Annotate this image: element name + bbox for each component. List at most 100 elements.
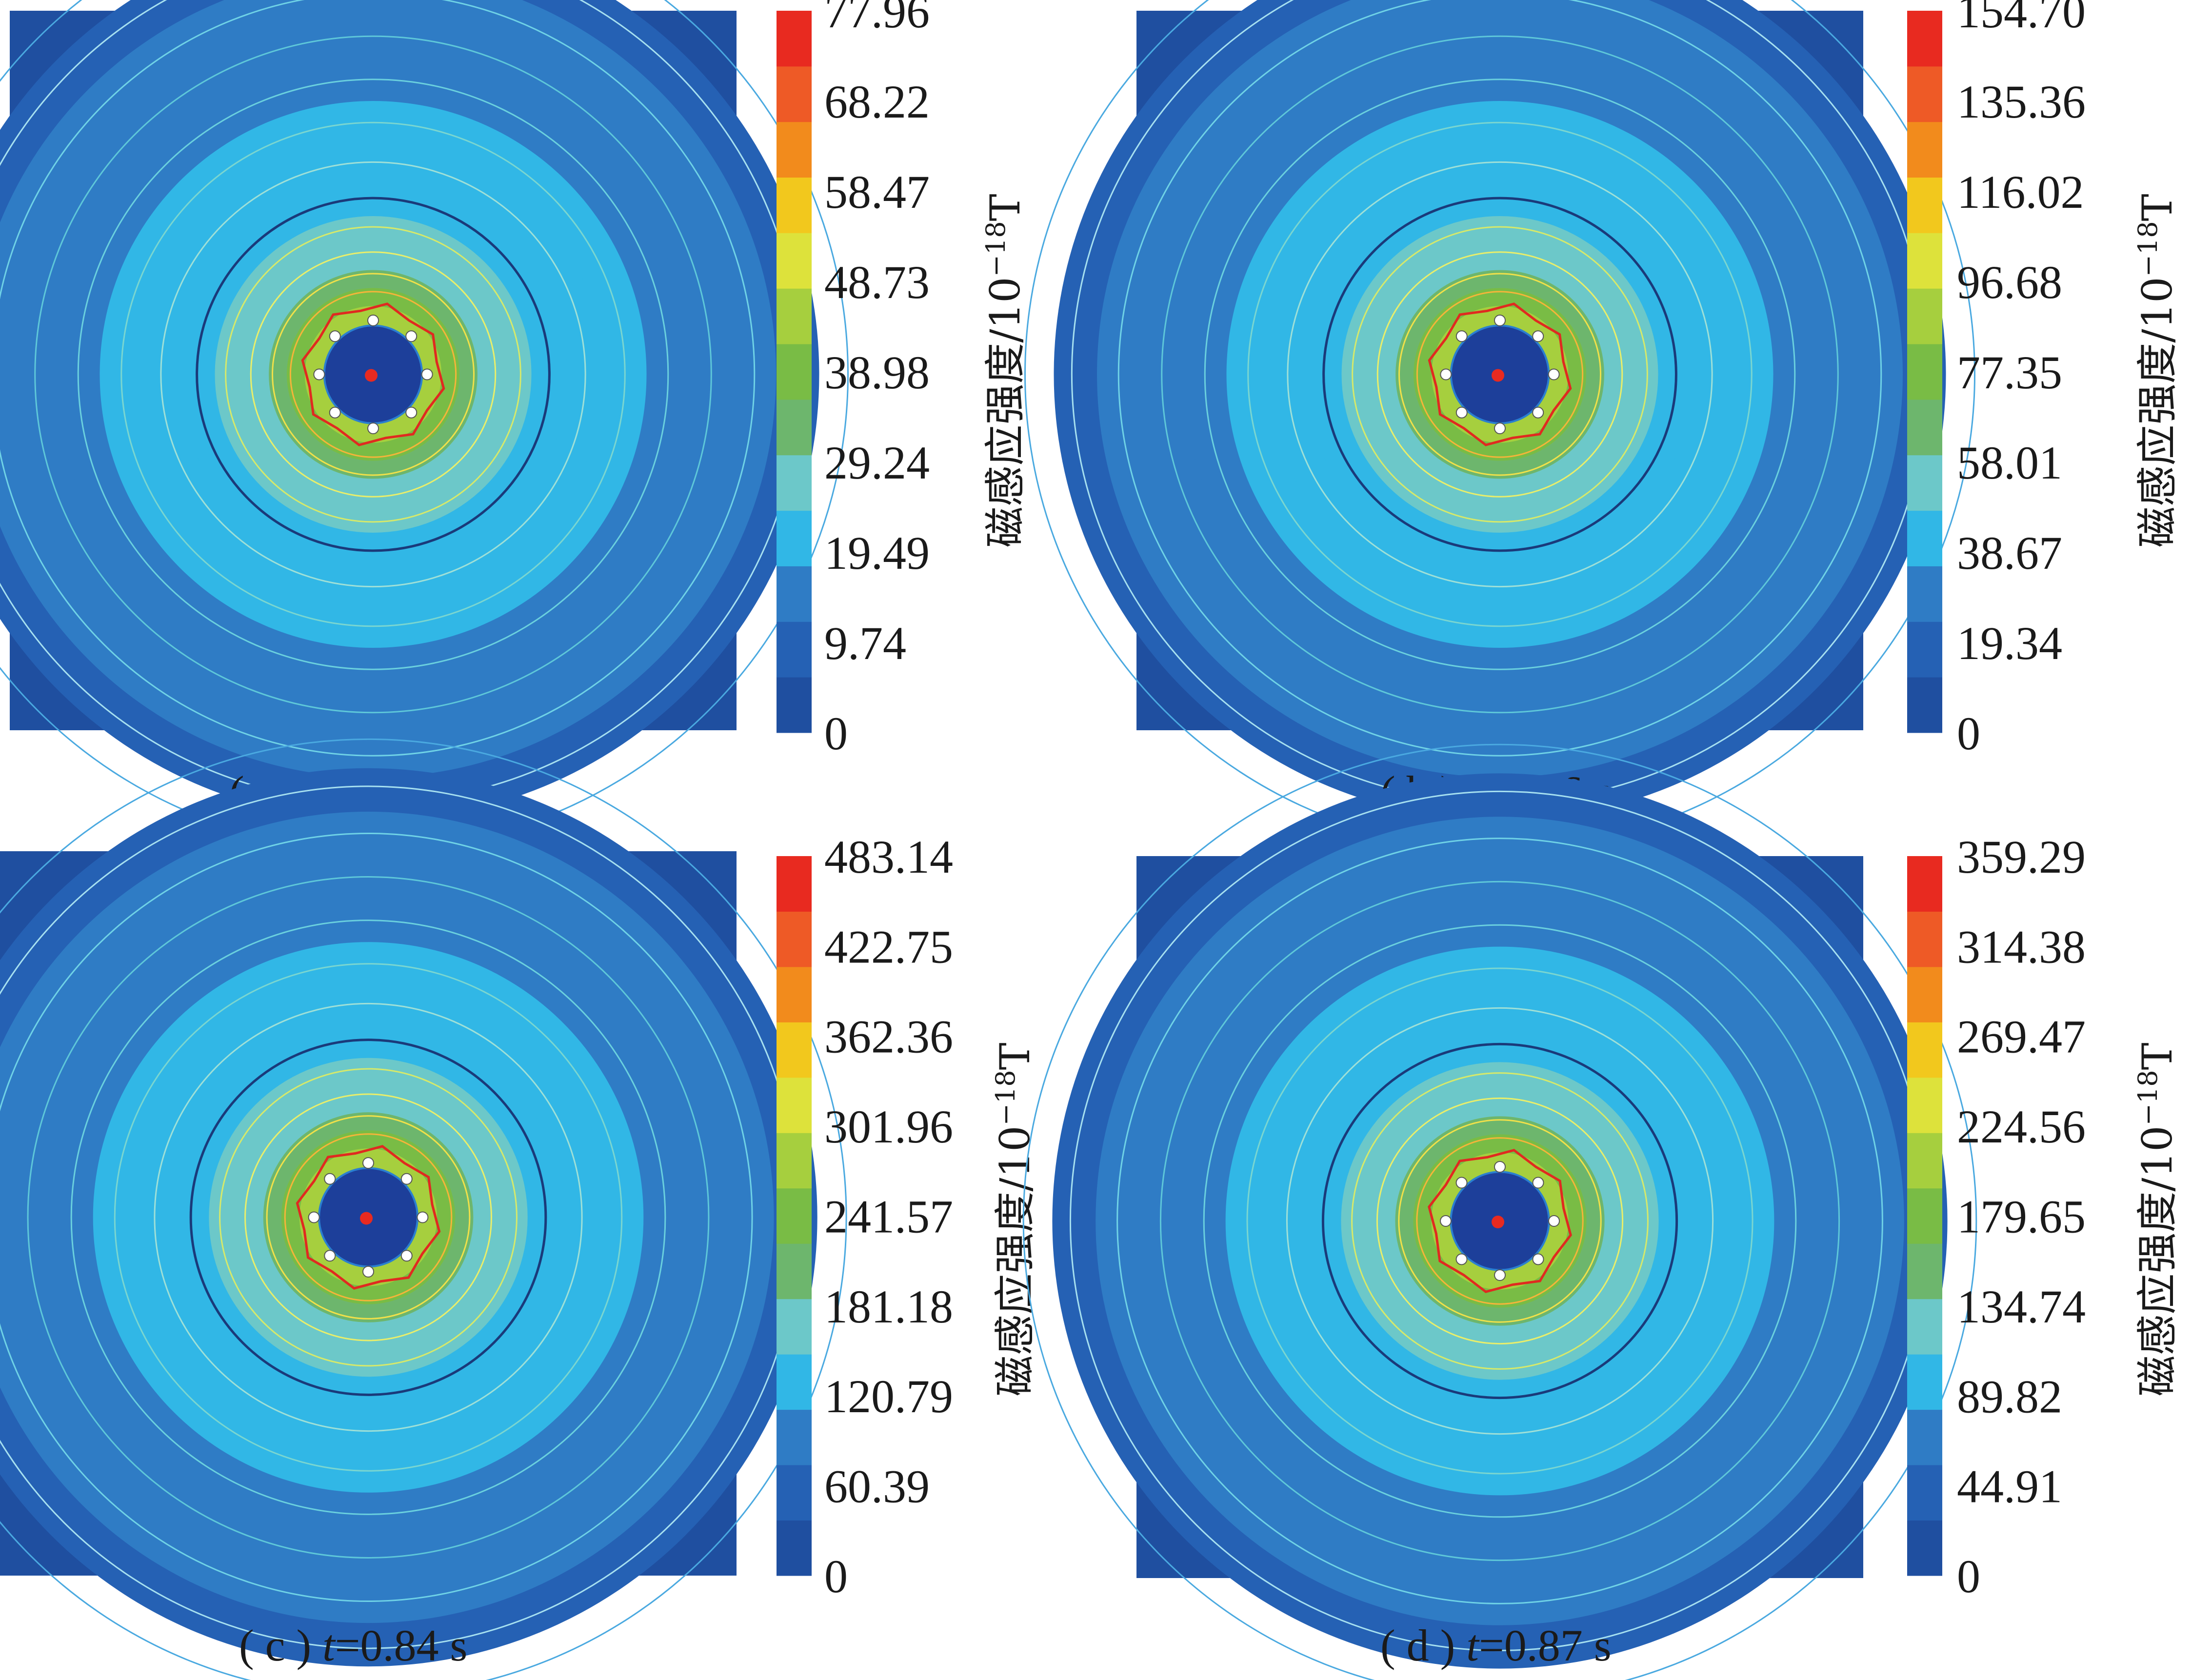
field-ring xyxy=(0,812,774,1623)
caption-d: ( d ) t=0.87 s xyxy=(1380,1620,1612,1671)
contour-line xyxy=(250,251,497,498)
field-ring xyxy=(1182,903,1818,1539)
field-ring xyxy=(304,306,442,443)
field-ring xyxy=(143,144,603,605)
conductor-hole xyxy=(405,330,418,342)
colorbar-segment xyxy=(1907,1299,1942,1355)
contour-line xyxy=(1117,0,1882,757)
field-ring xyxy=(269,270,478,479)
colorbar-tick-label: 301.96 xyxy=(824,1100,953,1153)
colorbar-tick-label: 154.70 xyxy=(1957,0,2086,38)
contour-line xyxy=(1321,1042,1678,1400)
contour-line xyxy=(284,1133,453,1301)
caption-c-prefix: ( c ) xyxy=(239,1620,323,1670)
colorbar-tick-label: 48.73 xyxy=(824,256,930,308)
field-ring xyxy=(1370,1091,1630,1351)
core-region xyxy=(1451,325,1549,423)
colorbar-segment xyxy=(1907,177,1942,233)
colorbar-tick-label: 0 xyxy=(824,1550,848,1602)
colorbar-tick-label: 241.57 xyxy=(824,1191,953,1243)
contour-line xyxy=(1351,1072,1649,1370)
conductor-contour xyxy=(1428,1149,1572,1293)
colorbar-tick-label: 181.18 xyxy=(824,1280,953,1333)
colorbar-tick-label: 120.79 xyxy=(824,1370,953,1422)
contour-line xyxy=(114,963,623,1472)
contour-line xyxy=(70,920,666,1515)
contour-line xyxy=(120,121,626,627)
caption-a-value: =0.45 s xyxy=(325,767,458,817)
colorbar-segment xyxy=(777,911,812,967)
colorbar-segment xyxy=(777,510,812,566)
conductor-contour xyxy=(301,302,445,446)
conductor-hole xyxy=(1548,368,1560,380)
caption-b-value: =0.76 s xyxy=(1478,767,1612,817)
contour-line xyxy=(225,226,521,523)
field-ring xyxy=(1414,288,1586,461)
conductor-hole xyxy=(405,406,418,419)
field-ring xyxy=(6,855,731,1580)
colorbar-segment xyxy=(777,1133,812,1189)
colorbar-tick-label: 38.67 xyxy=(1957,527,2062,579)
conductor-hole xyxy=(1532,1253,1544,1265)
field-ring xyxy=(263,1112,474,1322)
colorbar-tick-label: 44.91 xyxy=(1957,1460,2062,1513)
colorbar-segment xyxy=(1907,1133,1942,1189)
conductor-hole xyxy=(367,314,379,326)
core-region xyxy=(324,325,422,423)
field-ring xyxy=(1341,1062,1659,1380)
field-ring xyxy=(299,1148,438,1286)
colorbar-segment xyxy=(1907,11,1942,67)
colorbar-segment xyxy=(1907,66,1942,122)
colorbar-segment xyxy=(1907,121,1942,178)
conductor-hole xyxy=(1455,1177,1468,1189)
colorbar-tick-label: 77.96 xyxy=(824,0,930,38)
contour-line xyxy=(0,0,802,803)
caption-b-var: t xyxy=(1466,767,1479,817)
colorbar-segment xyxy=(777,66,812,122)
contour-line xyxy=(1024,0,1975,850)
field-ring xyxy=(1431,1152,1569,1290)
core-region xyxy=(319,1168,418,1267)
core-region xyxy=(1451,1172,1549,1270)
conductor-hole xyxy=(1440,1215,1452,1227)
colorbar-segment xyxy=(1907,621,1942,678)
colorbar-segment xyxy=(777,1465,812,1521)
colorbar-tick-label: 224.56 xyxy=(1957,1100,2086,1153)
contour-line xyxy=(0,0,849,850)
conductor-hole xyxy=(313,368,325,380)
colorbar-segment xyxy=(1907,677,1942,733)
colorbar-segment xyxy=(1907,344,1942,400)
colorbar-segment xyxy=(1907,455,1942,511)
contour-line xyxy=(196,197,551,552)
colorbar-segment xyxy=(1907,856,1942,912)
colorbar-tick-label: 0 xyxy=(824,707,848,760)
source-point xyxy=(360,1212,373,1225)
colorbar-tick-label: 179.65 xyxy=(1957,1190,2086,1242)
contour-line xyxy=(1071,0,1929,803)
field-ring xyxy=(100,101,647,648)
colorbar-unit-label: 磁感应强度/10−18T xyxy=(980,194,1029,547)
colorbar-tick-label: 29.24 xyxy=(824,437,930,489)
conductor-hole xyxy=(1455,1253,1468,1265)
colorbar-segment xyxy=(777,1520,812,1576)
field-ring xyxy=(1305,1026,1695,1416)
caption-c-var: t xyxy=(322,1620,335,1670)
conductor-hole xyxy=(1532,406,1544,419)
colorbar-tick-label: 38.98 xyxy=(824,346,930,399)
field-ring xyxy=(281,1130,456,1304)
colorbar-tick-label: 483.14 xyxy=(824,831,953,883)
field-ring xyxy=(1270,144,1730,605)
core-edge xyxy=(318,1167,418,1268)
contour-line xyxy=(1246,967,1754,1475)
colorbar-segment xyxy=(777,1299,812,1355)
conductor-hole xyxy=(308,1211,320,1223)
field-ring xyxy=(1052,773,1948,1669)
conductor-hole xyxy=(1494,1161,1506,1173)
field-ring xyxy=(243,245,503,504)
field-ring xyxy=(1395,1116,1605,1326)
field-ring xyxy=(1139,860,1861,1582)
colorbar-segment xyxy=(777,1022,812,1078)
contour-line xyxy=(1069,790,1931,1652)
